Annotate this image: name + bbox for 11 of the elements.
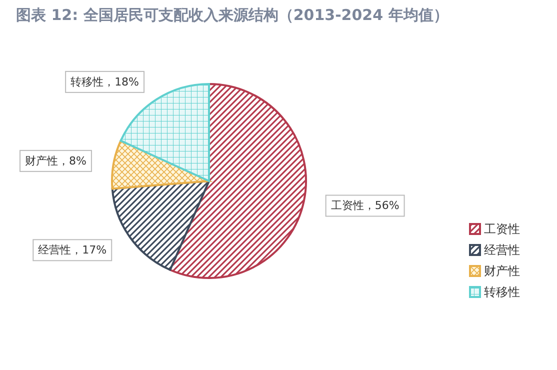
pie-slice bbox=[111, 180, 210, 271]
chart-title: 图表 12: 全国居民可支配收入来源结构（2013-2024 年均值） bbox=[16, 6, 448, 24]
legend-label: 财产性 bbox=[484, 264, 520, 278]
data-label: 财产性，8% bbox=[25, 154, 86, 168]
legend-label: 工资性 bbox=[484, 222, 520, 236]
data-label: 转移性，18% bbox=[70, 75, 140, 88]
legend-label: 转移性 bbox=[484, 285, 520, 299]
legend-label: 经营性 bbox=[484, 243, 520, 257]
data-label: 工资性，56% bbox=[330, 199, 400, 212]
data-label: 经营性，17% bbox=[38, 244, 107, 257]
pie-slice bbox=[169, 83, 307, 279]
